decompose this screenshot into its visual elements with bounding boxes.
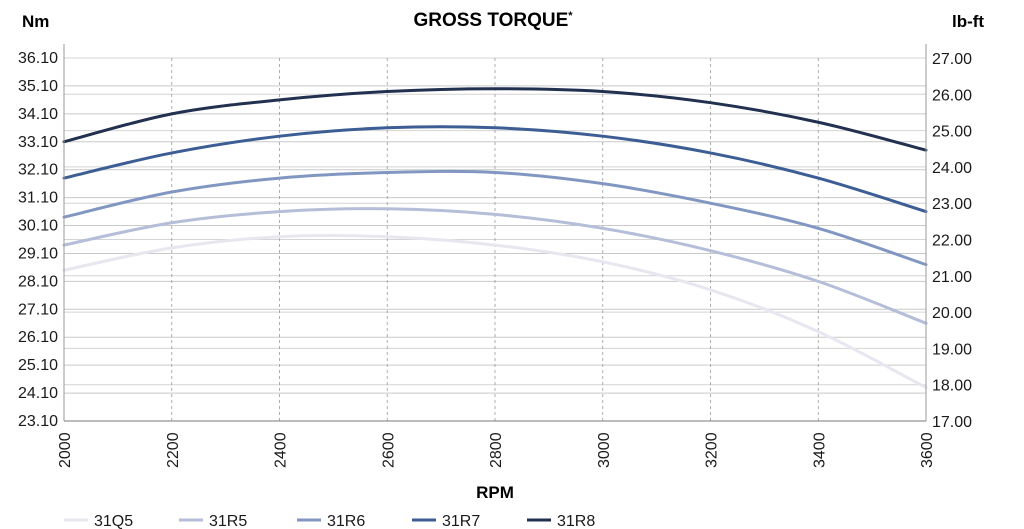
series-line-31r7	[62, 125, 928, 214]
series-line-31q5	[62, 233, 928, 389]
left-axis-unit: Nm	[22, 12, 49, 31]
x-tick-label: 3200	[704, 432, 721, 468]
series-line-31r5	[62, 207, 928, 325]
y-left-tick-label: 36.10	[18, 50, 58, 67]
series-line-31r8	[62, 87, 928, 152]
y-right-tick-label: 24.00	[932, 160, 972, 177]
x-tick-label: 3000	[596, 432, 613, 468]
y-left-tick-label: 33.10	[18, 134, 58, 151]
chart-title-text: GROSS TORQUE	[413, 10, 568, 31]
y-right-tick-label: 20.00	[932, 305, 972, 322]
y-left-tick-label: 28.10	[18, 273, 58, 290]
y-left-tick-label: 23.10	[18, 413, 58, 430]
legend-label: 31R6	[327, 513, 365, 529]
x-tick-label: 2000	[57, 432, 74, 468]
x-tick-label: 2600	[380, 432, 397, 468]
y-left-tick-label: 30.10	[18, 218, 58, 235]
y-left-tick-label: 34.10	[18, 106, 58, 123]
series-line-31r6	[62, 169, 928, 267]
y-right-tick-label: 23.00	[932, 196, 972, 213]
y-right-tick-label: 18.00	[932, 378, 972, 395]
legend-label: 31R7	[442, 513, 480, 529]
y-left-tick-label: 32.10	[18, 162, 58, 179]
axes: 36.10 35.10 34.10 33.10 32.10 31.10 30.10 29.10…	[18, 44, 972, 468]
y-left-tick-label: 26.10	[18, 329, 58, 346]
y-left-tick-label: 25.10	[18, 357, 58, 374]
y-left-tick-label: 24.10	[18, 385, 58, 402]
series-lines	[62, 87, 928, 389]
y-left-tick-label: 27.10	[18, 301, 58, 318]
x-tick-label: 2800	[488, 432, 505, 468]
x-tick-label: 3400	[811, 432, 828, 468]
y-right-tick-label: 22.00	[932, 233, 972, 250]
x-tick-label: 2400	[273, 432, 290, 468]
y-right-tick-label: 21.00	[932, 269, 972, 286]
y-left-tick-label: 31.10	[18, 190, 58, 207]
chart-title-mark: *	[568, 10, 573, 22]
legend-label: 31R8	[557, 513, 595, 529]
y-left-tick-label: 29.10	[18, 245, 58, 262]
legend-label: 31R5	[209, 513, 247, 529]
y-right-tick-label: 25.00	[932, 124, 972, 141]
y-right-tick-label: 26.00	[932, 87, 972, 104]
chart-title: GROSS TORQUE*	[413, 10, 573, 31]
grid	[64, 57, 926, 422]
y-left-tick-label: 35.10	[18, 78, 58, 95]
x-axis-label: RPM	[476, 483, 514, 502]
y-right-tick-label: 19.00	[932, 341, 972, 358]
x-tick-label: 2200	[165, 432, 182, 468]
x-tick-label: 3600	[919, 432, 936, 468]
legend: 31Q5 31R5 31R6 31R7 31R8	[64, 513, 595, 529]
right-axis-unit: lb-ft	[952, 12, 984, 31]
y-right-tick-label: 27.00	[932, 51, 972, 68]
legend-label: 31Q5	[94, 513, 133, 529]
y-right-tick-label: 17.00	[932, 414, 972, 431]
